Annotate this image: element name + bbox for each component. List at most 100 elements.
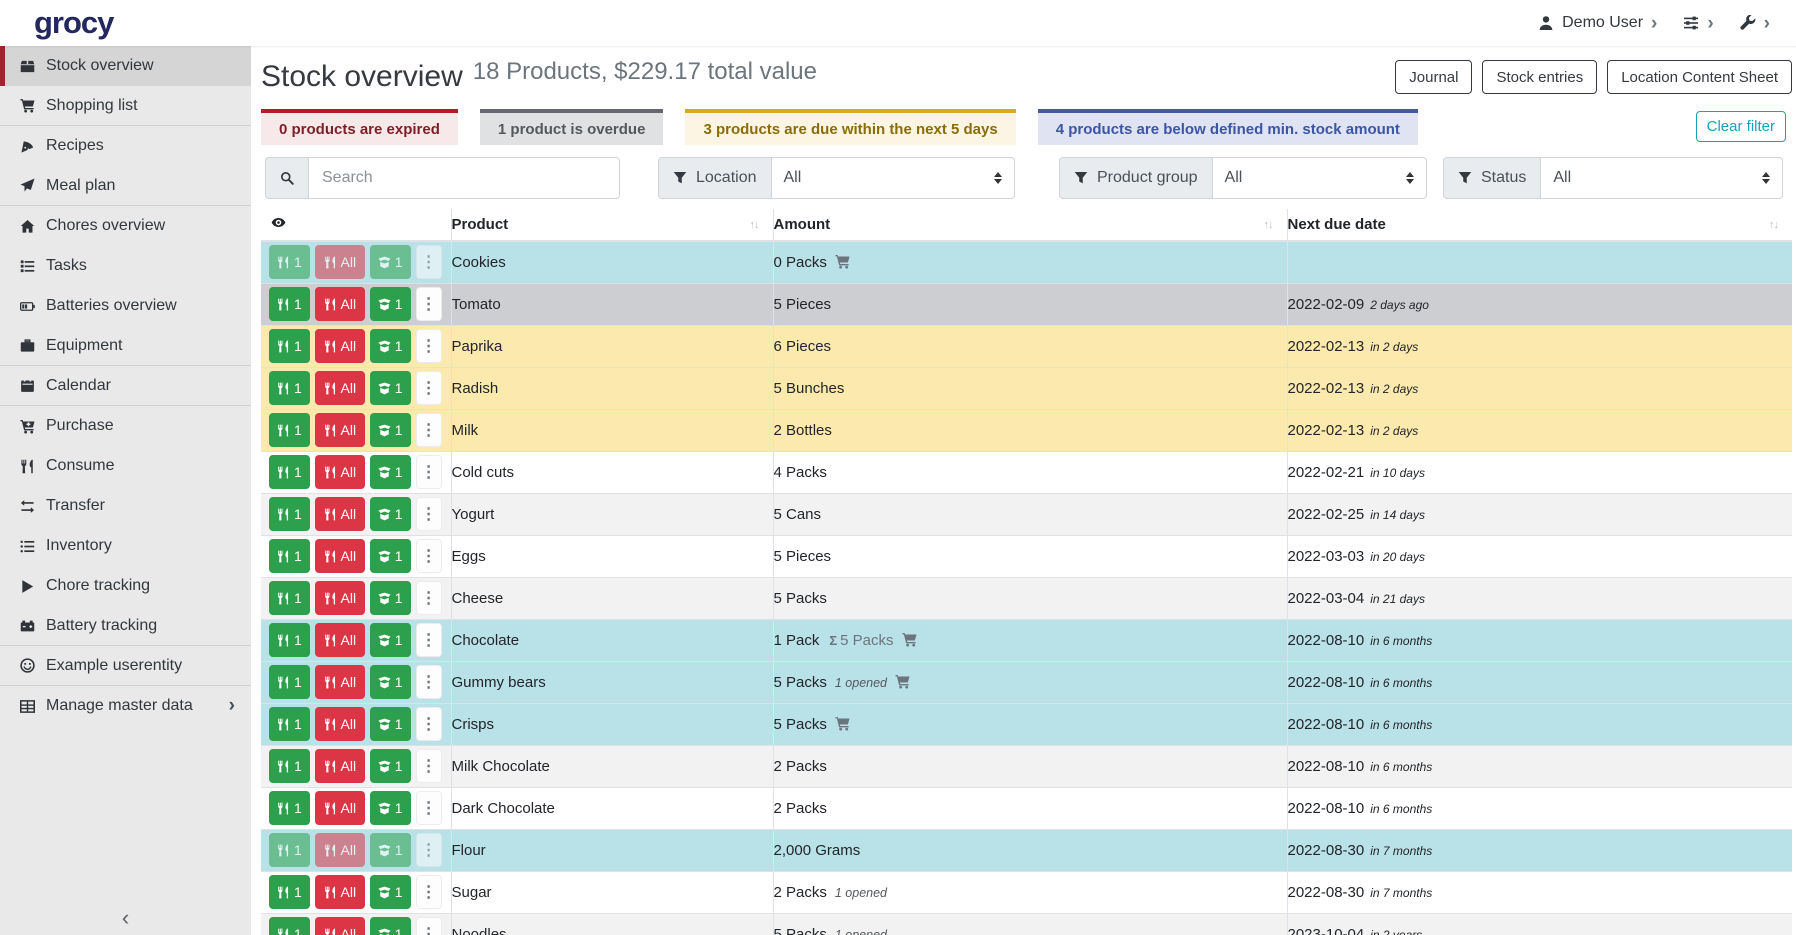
sort-icon[interactable]: ↑↓: [1769, 218, 1779, 231]
row-menu-button[interactable]: ⋮: [415, 455, 442, 489]
consume-one-button[interactable]: 1: [269, 287, 310, 321]
column-header-amount[interactable]: Amount ↑↓: [772, 209, 1287, 242]
open-one-button[interactable]: 1: [369, 917, 411, 935]
consume-all-button[interactable]: All: [314, 833, 365, 867]
sidebar-item-recipes[interactable]: Recipes: [0, 126, 251, 166]
consume-one-button[interactable]: 1: [269, 623, 310, 657]
sidebar-item-shopping-list[interactable]: Shopping list: [0, 86, 251, 126]
status-card[interactable]: 0 products are expired: [261, 109, 458, 145]
consume-all-button[interactable]: All: [314, 497, 365, 531]
sidebar-item-consume[interactable]: Consume: [0, 446, 251, 486]
row-menu-button[interactable]: ⋮: [415, 749, 442, 783]
consume-one-button[interactable]: 1: [269, 875, 310, 909]
row-menu-button[interactable]: ⋮: [415, 623, 442, 657]
sidebar-item-equipment[interactable]: Equipment: [0, 326, 251, 366]
sidebar-collapse-button[interactable]: ‹: [0, 905, 251, 931]
consume-one-button[interactable]: 1: [269, 371, 310, 405]
consume-all-button[interactable]: All: [314, 329, 365, 363]
open-one-button[interactable]: 1: [369, 539, 411, 573]
consume-one-button[interactable]: 1: [269, 665, 310, 699]
clear-filter-button[interactable]: Clear filter: [1695, 111, 1786, 142]
open-one-button[interactable]: 1: [369, 245, 411, 280]
consume-all-button[interactable]: All: [314, 707, 365, 741]
sidebar-item-battery-tracking[interactable]: Battery tracking: [0, 606, 251, 646]
sidebar-item-chore-tracking[interactable]: Chore tracking: [0, 566, 251, 606]
consume-all-button[interactable]: All: [314, 371, 365, 405]
row-menu-button[interactable]: ⋮: [415, 245, 442, 280]
open-one-button[interactable]: 1: [369, 875, 411, 909]
consume-one-button[interactable]: 1: [269, 245, 310, 280]
sidebar-item-chores-overview[interactable]: Chores overview: [0, 206, 251, 246]
row-menu-button[interactable]: ⋮: [415, 791, 442, 825]
sidebar-item-manage-master-data[interactable]: Manage master data ›: [0, 686, 251, 726]
row-menu-button[interactable]: ⋮: [415, 833, 442, 867]
status-card[interactable]: 3 products are due within the next 5 day…: [685, 109, 1016, 145]
open-one-button[interactable]: 1: [369, 455, 411, 489]
consume-one-button[interactable]: 1: [269, 497, 310, 531]
consume-one-button[interactable]: 1: [269, 329, 310, 363]
sidebar-item-inventory[interactable]: Inventory: [0, 526, 251, 566]
consume-all-button[interactable]: All: [314, 749, 365, 783]
row-menu-button[interactable]: ⋮: [415, 539, 442, 573]
row-menu-button[interactable]: ⋮: [415, 371, 442, 405]
location-content-sheet-button[interactable]: Location Content Sheet: [1607, 60, 1792, 94]
row-menu-button[interactable]: ⋮: [415, 413, 442, 447]
consume-all-button[interactable]: All: [314, 623, 365, 657]
open-one-button[interactable]: 1: [369, 833, 411, 867]
row-menu-button[interactable]: ⋮: [415, 581, 442, 615]
status-select[interactable]: All: [1540, 157, 1783, 199]
sidebar-item-calendar[interactable]: Calendar: [0, 366, 251, 406]
consume-all-button[interactable]: All: [314, 539, 365, 573]
open-one-button[interactable]: 1: [369, 413, 411, 447]
search-input[interactable]: [308, 157, 620, 199]
sidebar-item-example-userentity[interactable]: Example userentity: [0, 646, 251, 686]
row-menu-button[interactable]: ⋮: [415, 665, 442, 699]
consume-all-button[interactable]: All: [314, 455, 365, 489]
open-one-button[interactable]: 1: [369, 581, 411, 615]
consume-one-button[interactable]: 1: [269, 917, 310, 935]
consume-all-button[interactable]: All: [314, 413, 365, 447]
consume-one-button[interactable]: 1: [269, 581, 310, 615]
open-one-button[interactable]: 1: [369, 497, 411, 531]
sort-icon[interactable]: ↑↓: [1263, 218, 1274, 231]
open-one-button[interactable]: 1: [369, 665, 411, 699]
stock-entries-button[interactable]: Stock entries: [1482, 60, 1598, 94]
consume-all-button[interactable]: All: [314, 581, 365, 615]
open-one-button[interactable]: 1: [369, 791, 411, 825]
row-menu-button[interactable]: ⋮: [415, 875, 442, 909]
consume-all-button[interactable]: All: [314, 245, 365, 280]
open-one-button[interactable]: 1: [369, 623, 411, 657]
consume-one-button[interactable]: 1: [269, 455, 310, 489]
sidebar-item-purchase[interactable]: Purchase: [0, 406, 251, 446]
consume-one-button[interactable]: 1: [269, 539, 310, 573]
column-header-product[interactable]: Product ↑↓: [450, 209, 773, 242]
sidebar-item-tasks[interactable]: Tasks: [0, 246, 251, 286]
consume-all-button[interactable]: All: [314, 287, 365, 321]
journal-button[interactable]: Journal: [1395, 60, 1473, 94]
consume-all-button[interactable]: All: [314, 917, 365, 935]
open-one-button[interactable]: 1: [369, 287, 411, 321]
consume-one-button[interactable]: 1: [269, 833, 310, 867]
row-menu-button[interactable]: ⋮: [415, 287, 442, 321]
sidebar-item-transfer[interactable]: Transfer: [0, 486, 251, 526]
open-one-button[interactable]: 1: [369, 371, 411, 405]
open-one-button[interactable]: 1: [369, 749, 411, 783]
row-menu-button[interactable]: ⋮: [415, 707, 442, 741]
row-menu-button[interactable]: ⋮: [415, 329, 442, 363]
consume-one-button[interactable]: 1: [269, 791, 310, 825]
admin-menu[interactable]: ›: [1740, 14, 1770, 33]
consume-one-button[interactable]: 1: [269, 707, 310, 741]
consume-all-button[interactable]: All: [314, 665, 365, 699]
column-header-next-due-date[interactable]: Next due date ↑↓: [1286, 209, 1792, 242]
consume-one-button[interactable]: 1: [269, 749, 310, 783]
consume-all-button[interactable]: All: [314, 791, 365, 825]
open-one-button[interactable]: 1: [369, 707, 411, 741]
user-menu[interactable]: Demo User ›: [1538, 14, 1657, 33]
product-group-select[interactable]: All: [1211, 157, 1427, 199]
sidebar-item-batteries-overview[interactable]: Batteries overview: [0, 286, 251, 326]
row-menu-button[interactable]: ⋮: [415, 917, 442, 935]
open-one-button[interactable]: 1: [369, 329, 411, 363]
status-card[interactable]: 1 product is overdue: [479, 109, 664, 145]
location-select[interactable]: All: [770, 157, 1015, 199]
consume-all-button[interactable]: All: [314, 875, 365, 909]
